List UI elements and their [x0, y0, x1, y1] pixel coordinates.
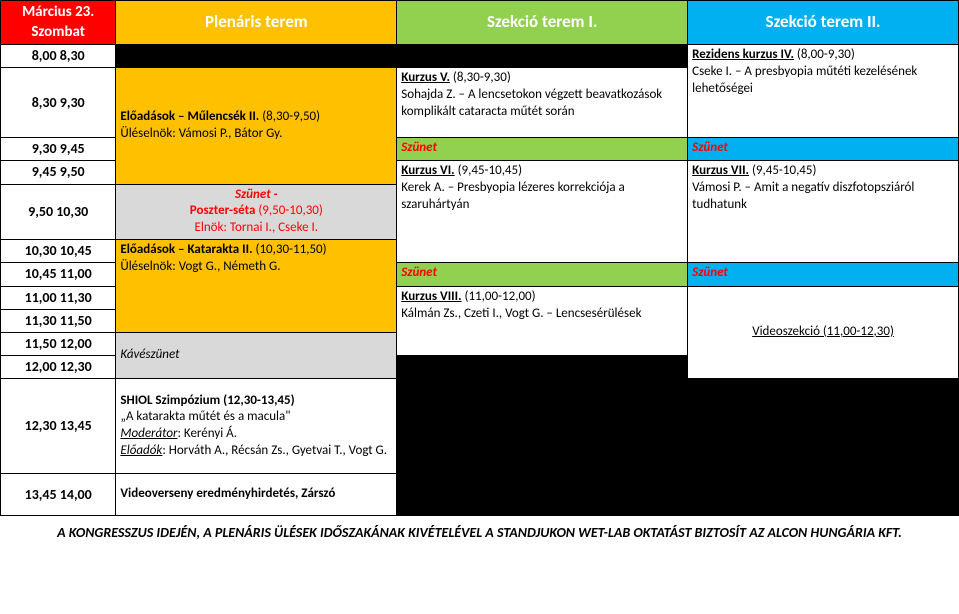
cell-plenaris-830: Előadások – Műlencsék II. (8,30-9,50) Ül… [116, 68, 397, 184]
cell-szekcio2-video: Videoszekció (11,00-12,30) [688, 286, 959, 379]
footer-note: A KONGRESSZUS IDEJÉN, A PLENÁRIS ÜLÉSEK … [0, 516, 959, 545]
time-945: 9,45 9,50 [1, 161, 116, 184]
time-1045: 10,45 11,00 [1, 263, 116, 286]
time-950: 9,50 10,30 [1, 184, 116, 240]
cell-szekcio2-830: Rezidens kurzus IV. (8,00-9,30) Cseke I.… [688, 45, 959, 138]
cell-szekcio1-szunet2: Szünet [397, 263, 688, 286]
time-930: 9,30 9,45 [1, 138, 116, 161]
schedule-table: Március 23. Szombat Plenáris terem Szekc… [0, 0, 959, 516]
time-1130: 11,30 11,50 [1, 309, 116, 332]
time-1200: 12,00 12,30 [1, 356, 116, 379]
day-header: Március 23. Szombat [1, 1, 116, 45]
time-800: 8,00 8,30 [1, 45, 116, 68]
time-1345: 13,45 14,00 [1, 474, 116, 516]
time-830: 8,30 9,30 [1, 68, 116, 138]
blank-cell [397, 379, 688, 474]
blank-cell [397, 45, 688, 68]
cell-plenaris-1045: Előadások – Katarakta II. (10,30-11,50) … [116, 240, 397, 333]
cell-szekcio1-950: Kurzus VI. (9,45-10,45) Kerek A. – Presb… [397, 161, 688, 263]
cell-szekcio1-1100: Kurzus VIII. (11,00-12,00) Kálmán Zs., C… [397, 286, 688, 356]
blank-cell [397, 474, 688, 516]
cell-szekcio2-szunet: Szünet [688, 138, 959, 161]
time-1030: 10,30 10,45 [1, 240, 116, 263]
cell-plenaris-1230: SHIOL Szimpózium (12,30-13,45) „A katara… [116, 379, 397, 474]
blank-cell [397, 356, 688, 379]
hdr-szekcio2: Szekció terem II. [688, 1, 959, 45]
blank-cell [116, 45, 397, 68]
cell-plenaris-950: Szünet - Poszter-séta (9,50-10,30) Elnök… [116, 184, 397, 240]
cell-plenaris-1345: Videoverseny eredményhirdetés, Zárszó [116, 474, 397, 516]
time-1100: 11,00 11,30 [1, 286, 116, 309]
cell-plenaris-kaveszunet: Kávészünet [116, 332, 397, 378]
hdr-plenaris: Plenáris terem [116, 1, 397, 45]
cell-szekcio2-szunet2: Szünet [688, 263, 959, 286]
cell-szekcio1-szunet: Szünet [397, 138, 688, 161]
blank-cell [688, 379, 959, 474]
hdr-szekcio1: Szekció terem I. [397, 1, 688, 45]
cell-szekcio2-950: Kurzus VII. (9,45-10,45) Vámosi P. – Ami… [688, 161, 959, 263]
blank-cell [688, 474, 959, 516]
cell-szekcio1-830: Kurzus V. (8,30-9,30) Sohajda Z. – A len… [397, 68, 688, 138]
time-1230: 12,30 13,45 [1, 379, 116, 474]
time-1150: 11,50 12,00 [1, 332, 116, 355]
